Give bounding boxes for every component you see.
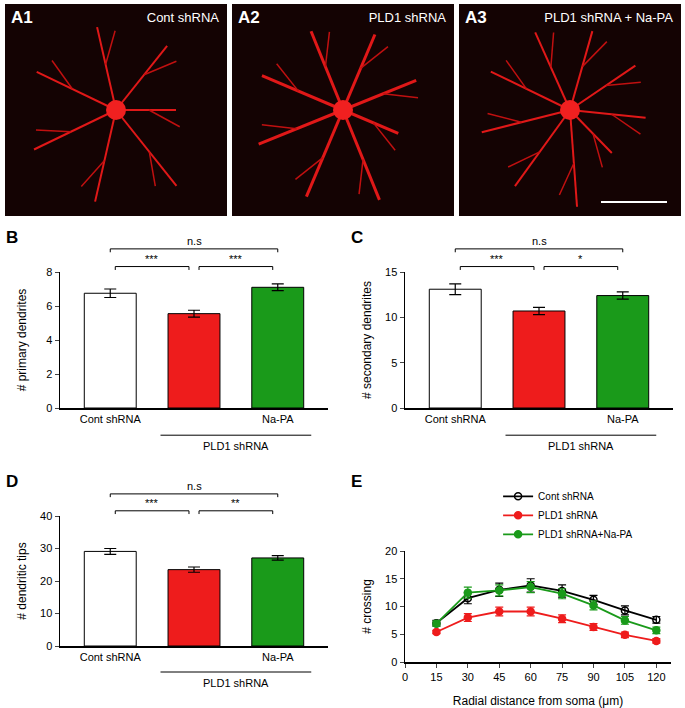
svg-text:PLD1 shRNA+Na-PA: PLD1 shRNA+Na-PA xyxy=(538,529,632,540)
svg-text:0: 0 xyxy=(391,402,397,414)
svg-text:Na-PA: Na-PA xyxy=(262,651,294,663)
svg-text:60: 60 xyxy=(525,671,537,683)
svg-text:PLD1 shRNA: PLD1 shRNA xyxy=(203,440,269,452)
html-text:D: D xyxy=(6,472,19,491)
svg-text:4: 4 xyxy=(46,334,52,346)
html-text:C: C xyxy=(351,228,364,247)
svg-text:45: 45 xyxy=(493,671,505,683)
svg-text:0: 0 xyxy=(46,402,52,414)
svg-text:8: 8 xyxy=(46,266,52,278)
html-text:Cont shRNA: Cont shRNA xyxy=(146,10,219,25)
svg-text:# dendritic tips: # dendritic tips xyxy=(15,542,29,619)
svg-text:75: 75 xyxy=(556,671,568,683)
html-text:A3: A3 xyxy=(465,8,487,27)
svg-text:Radial distance from soma (μm): Radial distance from soma (μm) xyxy=(453,694,623,708)
svg-text:***: *** xyxy=(145,253,159,265)
html-text:PLD1 shRNA + Na-PA: PLD1 shRNA + Na-PA xyxy=(544,10,673,25)
svg-text:2: 2 xyxy=(46,368,52,380)
svg-text:Cont shRNA: Cont shRNA xyxy=(538,491,594,502)
svg-text:10: 10 xyxy=(40,607,52,619)
svg-text:0: 0 xyxy=(402,671,408,683)
html-text:B: B xyxy=(6,228,19,247)
svg-text:15: 15 xyxy=(385,573,397,585)
svg-text:Na-PA: Na-PA xyxy=(262,413,294,425)
svg-text:5: 5 xyxy=(391,628,397,640)
svg-text:# crossing: # crossing xyxy=(360,579,374,634)
svg-text:n.s: n.s xyxy=(187,480,202,492)
svg-text:Cont shRNA: Cont shRNA xyxy=(80,413,142,425)
svg-text:10: 10 xyxy=(385,600,397,612)
svg-text:6: 6 xyxy=(46,300,52,312)
svg-text:PLD1 shRNA: PLD1 shRNA xyxy=(548,440,614,452)
svg-text:0: 0 xyxy=(391,656,397,668)
svg-text:15: 15 xyxy=(430,671,442,683)
svg-text:Cont shRNA: Cont shRNA xyxy=(80,651,142,663)
svg-text:0: 0 xyxy=(46,640,52,652)
svg-text:30: 30 xyxy=(462,671,474,683)
svg-text:Cont shRNA: Cont shRNA xyxy=(425,413,487,425)
svg-text:***: *** xyxy=(490,253,504,265)
svg-text:# primary dendrites: # primary dendrites xyxy=(15,289,29,392)
html-text:PLD1 shRNA: PLD1 shRNA xyxy=(368,10,446,25)
svg-text:10: 10 xyxy=(385,311,397,323)
svg-text:***: *** xyxy=(229,253,243,265)
svg-text:20: 20 xyxy=(40,575,52,587)
svg-text:20: 20 xyxy=(385,545,397,557)
svg-text:90: 90 xyxy=(587,671,599,683)
svg-text:Na-PA: Na-PA xyxy=(607,413,639,425)
svg-text:***: *** xyxy=(145,497,159,509)
html-text:A2: A2 xyxy=(238,8,260,27)
svg-text:15: 15 xyxy=(385,266,397,278)
svg-text:# secondary dendrites: # secondary dendrites xyxy=(360,281,374,399)
svg-text:n.s: n.s xyxy=(532,235,547,247)
svg-text:120: 120 xyxy=(647,671,665,683)
svg-text:PLD1 shRNA: PLD1 shRNA xyxy=(203,677,269,689)
svg-text:**: ** xyxy=(231,497,240,509)
svg-text:30: 30 xyxy=(40,542,52,554)
svg-text:5: 5 xyxy=(391,357,397,369)
svg-text:n.s: n.s xyxy=(187,235,202,247)
svg-text:PLD1 shRNA: PLD1 shRNA xyxy=(538,510,598,521)
svg-text:105: 105 xyxy=(616,671,634,683)
svg-text:40: 40 xyxy=(40,510,52,522)
html-text:E: E xyxy=(351,472,363,491)
html-text:A1: A1 xyxy=(11,8,33,27)
svg-text:*: * xyxy=(578,253,583,265)
